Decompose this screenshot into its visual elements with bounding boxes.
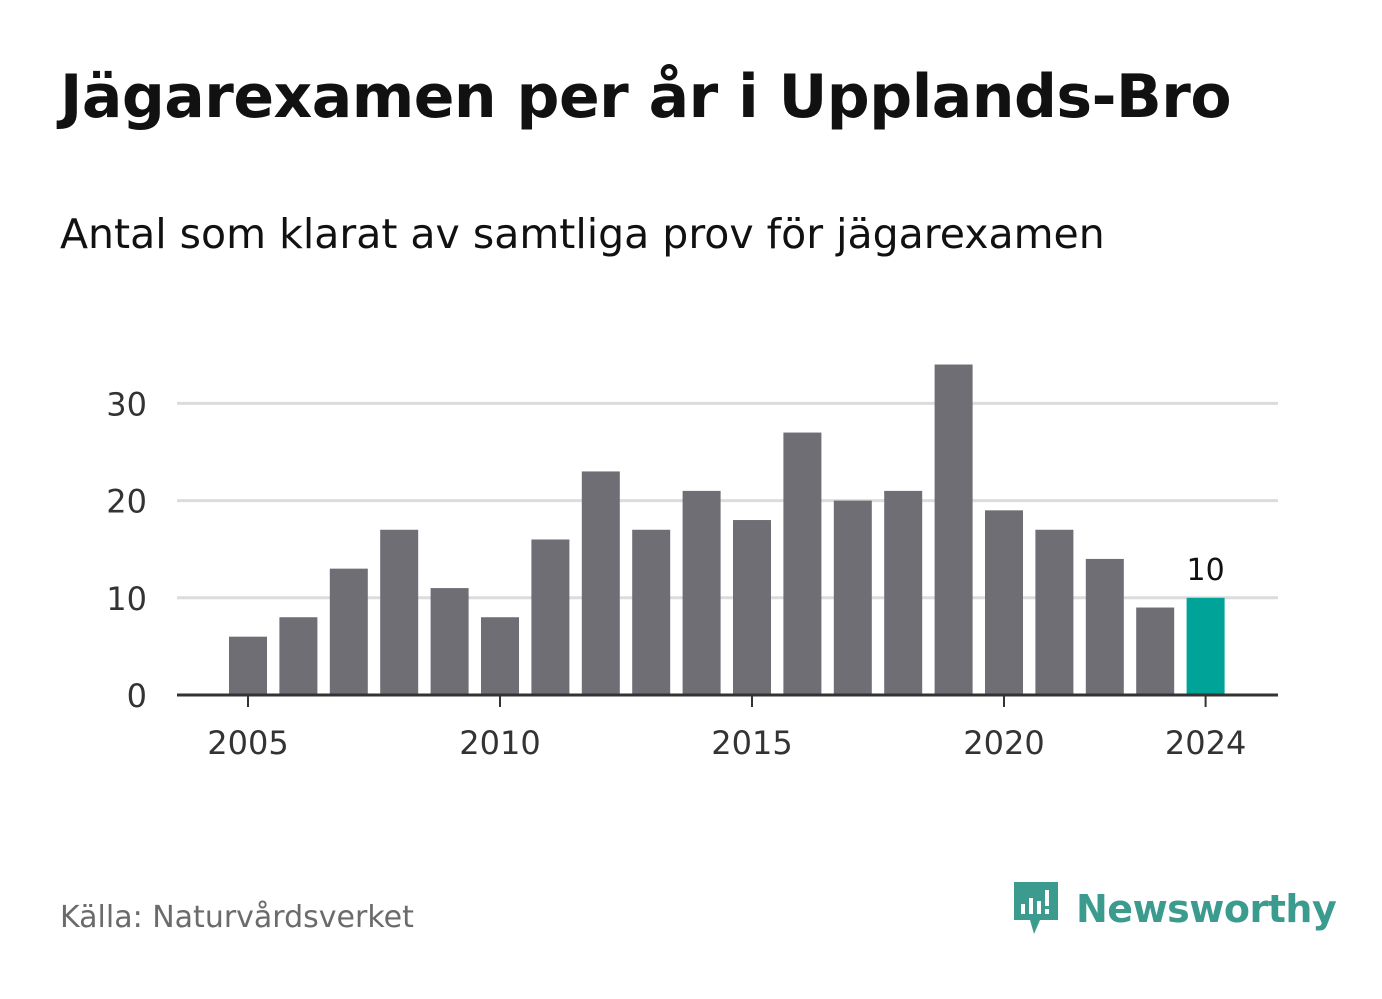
chart-title: Jägarexamen per år i Upplands-Bro [60, 62, 1232, 132]
source-note: Källa: Naturvårdsverket [60, 900, 414, 935]
bar-2012 [581, 471, 620, 695]
brand: Newsworthy [1010, 878, 1337, 940]
x-tick-label: 2024 [1165, 724, 1246, 762]
bar-2021 [1035, 529, 1074, 695]
bar-2016 [783, 432, 822, 695]
bar-2015 [733, 520, 771, 695]
chart-subtitle: Antal som klarat av samtliga prov för jä… [60, 210, 1105, 258]
x-tick-label: 2015 [711, 724, 792, 762]
x-tick-label: 2010 [459, 724, 540, 762]
y-tick-label: 20 [106, 483, 147, 521]
bar-2006 [279, 617, 318, 695]
bar-2011 [531, 539, 570, 695]
y-tick-label: 30 [106, 385, 147, 423]
bar-2017 [833, 500, 872, 695]
x-tick-label: 2020 [963, 724, 1044, 762]
bar-2019 [934, 364, 973, 695]
brand-name: Newsworthy [1076, 887, 1337, 931]
bar-2009 [430, 588, 469, 695]
bar-2020 [985, 510, 1023, 695]
newsworthy-logo-icon [1014, 882, 1058, 934]
y-tick-label: 10 [106, 580, 147, 618]
bar-2024 [1186, 597, 1225, 695]
bar-2008 [380, 529, 419, 695]
bar-2007 [329, 568, 368, 695]
x-tick-label: 2005 [207, 724, 288, 762]
bar-2010 [481, 617, 519, 695]
bar-2005 [229, 636, 267, 695]
y-tick-label: 0 [127, 677, 147, 715]
bar-2014 [682, 490, 721, 695]
bar-2023 [1136, 607, 1175, 695]
bar-2018 [884, 490, 923, 695]
bar-2013 [632, 529, 671, 695]
bar-2022 [1085, 558, 1124, 695]
data-label: 10 [1187, 553, 1225, 588]
